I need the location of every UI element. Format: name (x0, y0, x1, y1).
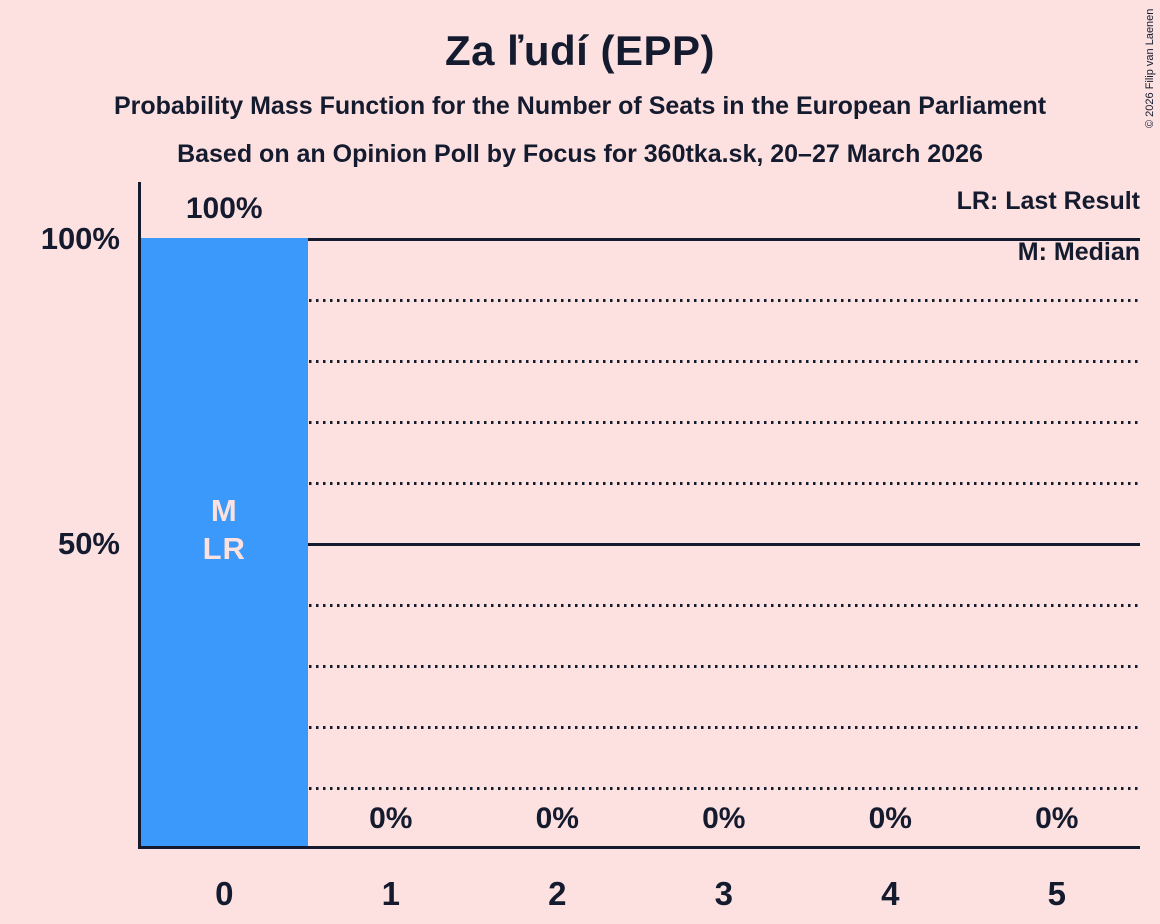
chart-title: Za ľudí (EPP) (444, 27, 716, 74)
annotation-line-m: M (210, 493, 238, 528)
copyright-notice: © 2026 Filip van Laenen (1144, 8, 1156, 128)
gridline-50pct (141, 543, 1140, 546)
legend-median: M: Median (1017, 238, 1140, 266)
bar-seats-0 (141, 238, 308, 848)
gridline-70pct (141, 421, 1140, 424)
x-axis-label-0: 0 (215, 875, 234, 912)
x-axis-label-2: 2 (548, 875, 567, 912)
gridline-80pct (141, 360, 1140, 363)
bar-value-label-3: 0% (702, 802, 746, 835)
x-axis-label-5: 5 (1047, 875, 1066, 912)
bar-annotation-median-lastresult: M LR (141, 492, 308, 568)
gridline-30pct (141, 665, 1140, 668)
legend-last-result: LR: Last Result (956, 187, 1140, 215)
gridline-60pct (141, 482, 1140, 485)
y-axis-tick-50: 50% (57, 526, 120, 561)
bar-value-label-2: 0% (535, 802, 579, 835)
annotation-line-lr: LR (202, 531, 246, 566)
y-axis-line (138, 182, 141, 849)
bar-value-label-5: 0% (1035, 802, 1079, 835)
bar-value-label-0: 100% (185, 192, 263, 225)
gridline-40pct (141, 604, 1140, 607)
gridline-20pct (141, 726, 1140, 729)
bar-value-label-4: 0% (868, 802, 912, 835)
x-axis-label-1: 1 (381, 875, 400, 912)
chart-subtitle-line1: Probability Mass Function for the Number… (113, 92, 1047, 120)
y-axis-tick-100: 100% (40, 221, 120, 256)
gridline-100pct (141, 238, 1140, 241)
gridline-90pct (141, 299, 1140, 302)
chart-subtitle-line2: Based on an Opinion Poll by Focus for 36… (177, 140, 983, 168)
bar-value-label-1: 0% (369, 802, 413, 835)
x-axis-label-4: 4 (881, 875, 900, 912)
x-axis-label-3: 3 (714, 875, 733, 912)
x-axis-line (138, 846, 1140, 849)
gridline-10pct (141, 787, 1140, 790)
